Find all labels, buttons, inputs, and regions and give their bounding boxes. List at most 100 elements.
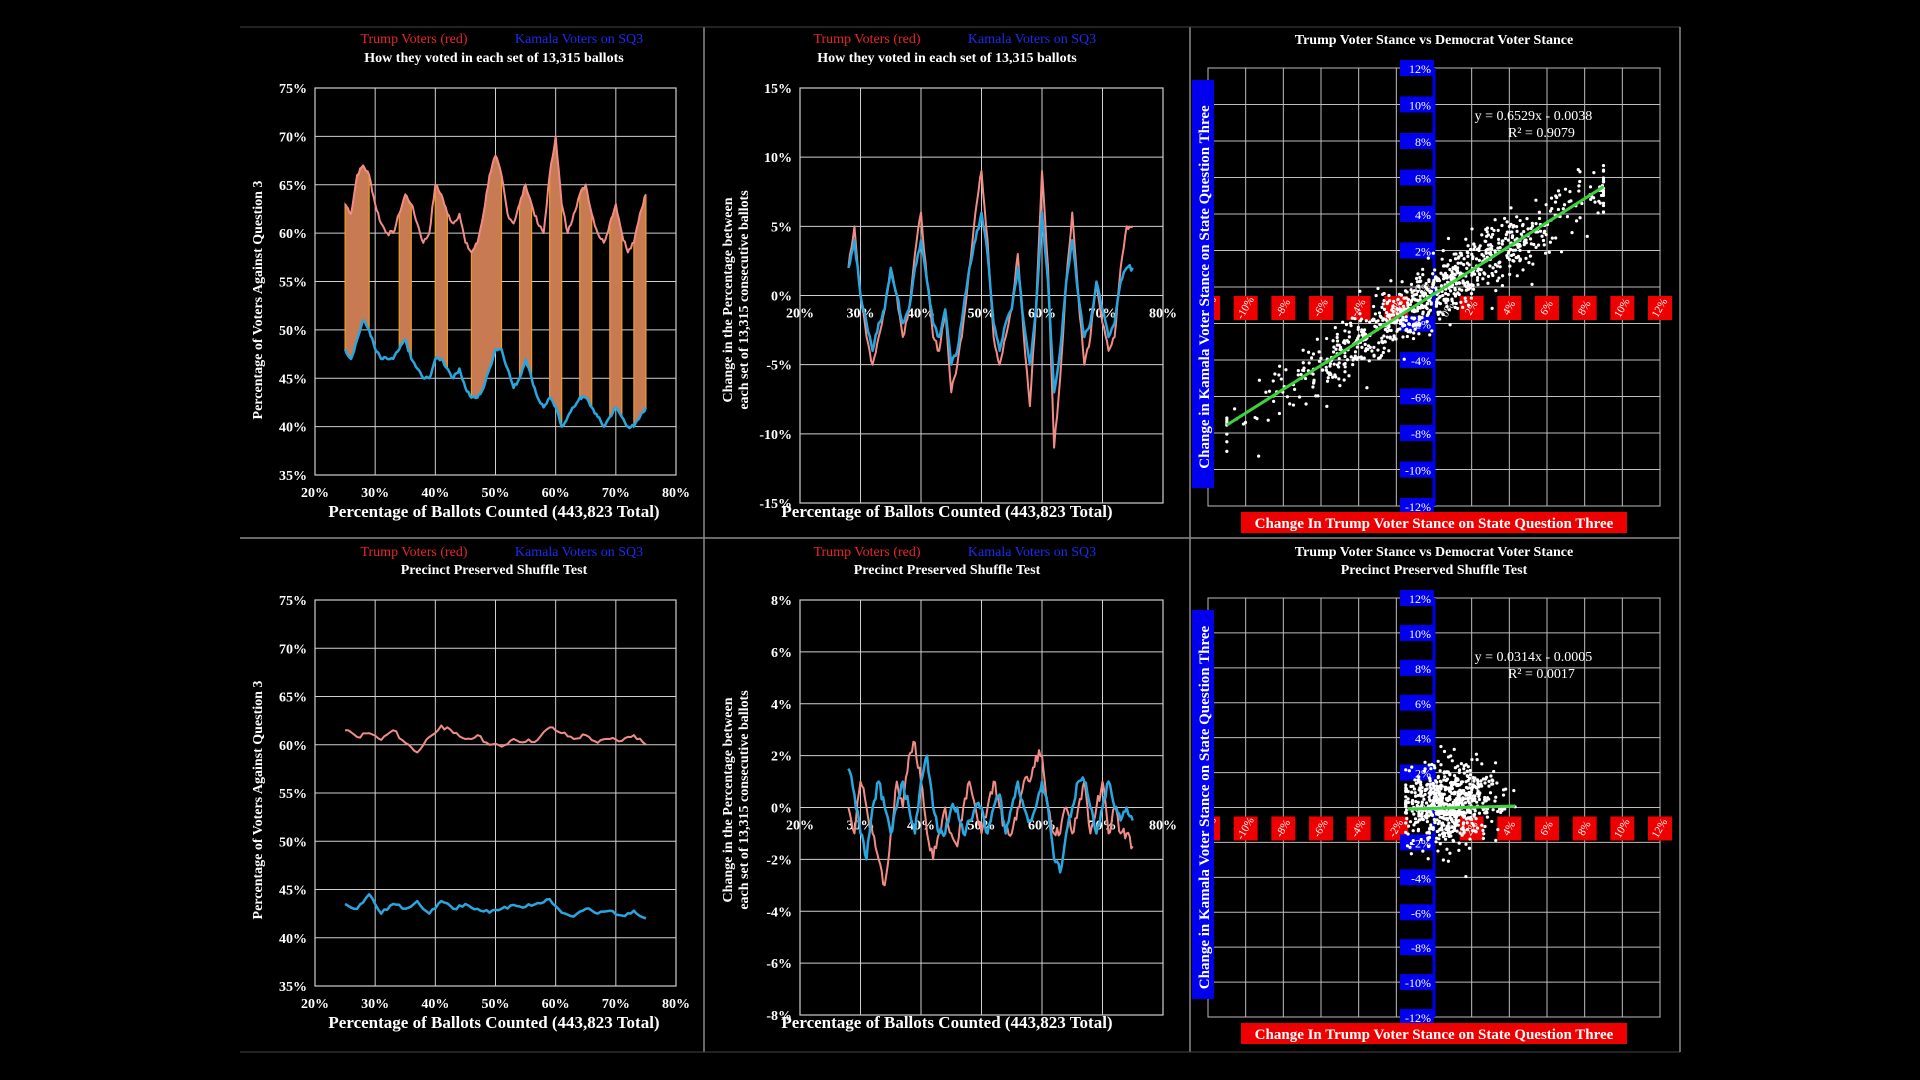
scatter-point [1548,240,1553,244]
scatter-point [1518,248,1522,252]
scatter-point [1456,794,1460,798]
x-axis-title-box [1241,1023,1627,1044]
scatter-point [1511,258,1515,263]
scatter-point [1475,791,1479,796]
scatter-point [1452,827,1456,831]
scatter-point [1559,250,1564,254]
scatter-point [1417,818,1421,822]
series-trump-line [847,740,1134,887]
scatter-point [1509,222,1513,226]
scatter-point [1495,781,1499,785]
scatter-point [1426,782,1430,786]
scatter-point [1489,774,1493,778]
scatter-point [1374,293,1378,298]
scatter-point [1382,346,1386,350]
scatter-point [1417,778,1421,782]
scatter-point [1497,241,1501,245]
plot-frame [799,87,1164,504]
scatter-point [1481,828,1485,833]
chart-title: How they voted in each set of 13,315 bal… [817,51,1077,66]
scatter-point [1377,311,1382,315]
scatter-point [1385,310,1389,315]
scatter-point [1465,769,1469,773]
scatter-point [1419,793,1423,797]
scatter-point [1404,783,1408,787]
scatter-point [1524,241,1528,245]
scatter-point [1450,284,1454,289]
chart-p4: Trump Voters (red) Kamala Voters on SQ3 Pr… [251,545,690,1032]
scatter-point [1419,837,1423,842]
scatter-point [1373,312,1377,316]
x-axis-label: Percentage of Ballots Counted (443,823 T… [328,1013,659,1032]
scatter-point [1495,264,1499,268]
scatter-point [1519,232,1524,236]
scatter-point [1398,301,1402,306]
y-tick-label: 6% [1415,697,1431,711]
y-axis-label: Change in Kamala Voter Stance on State Q… [1197,625,1213,989]
scatter-point [1462,831,1466,835]
scatter-point [1414,276,1419,281]
scatter-point [1388,335,1392,339]
scatter-point [1370,349,1374,353]
scatter-point [1449,811,1453,815]
scatter-point [1470,797,1474,801]
scatter-point [1480,762,1484,766]
scatter-point [1404,328,1408,332]
scatter-point [1459,762,1463,766]
scatter-point [1407,322,1411,326]
scatter-point [1475,247,1479,252]
scatter-point [1358,289,1362,293]
scatter-point [1301,361,1305,365]
scatter-point [1451,266,1455,270]
scatter-point [1376,286,1380,291]
y-tick-box [1400,352,1434,368]
scatter-point [1503,236,1508,241]
scatter-point [1496,809,1500,814]
scatter-point [1475,278,1480,282]
scatter-point [1453,814,1457,819]
scatter-point [1436,849,1440,853]
scatter-point [1456,291,1460,295]
scatter-point [1373,324,1377,328]
scatter-point [1540,234,1544,238]
scatter-point [1404,805,1408,809]
scatter-point [1456,764,1460,768]
scatter-point [1554,236,1558,240]
scatter-point [1453,780,1457,784]
y-tick-box [1400,624,1434,641]
scatter-point [1335,339,1340,343]
scatter-point [1490,271,1494,276]
scatter-point [1457,848,1461,853]
y-tick-label: 2% [1415,245,1431,259]
y-tick-label: 8% [771,594,792,609]
scatter-point [1468,773,1473,777]
scatter-point [1473,809,1477,813]
scatter-point [1273,372,1277,376]
scatter-point [1457,770,1461,775]
scatter-point [1457,809,1461,813]
scatter-point [1413,778,1417,782]
scatter-point [1291,403,1296,407]
scatter-point [1434,840,1438,844]
scatter-point [1359,355,1363,359]
x-tick-box [1497,816,1522,841]
x-tick-label: 80% [662,486,690,501]
scatter-point [1347,335,1351,339]
scatter-point [1448,851,1452,855]
y-tick-label: 6% [771,646,792,661]
scatter-point [1485,815,1489,819]
x-tick-label: 20% [301,486,329,501]
y-tick-box [1400,461,1434,478]
scatter-point [1438,317,1442,321]
scatter-point [1436,812,1441,816]
scatter-point [1443,837,1448,841]
scatter-point [1481,777,1485,781]
trend-line [1226,185,1605,427]
panel-frames [240,26,1681,1053]
scatter-point [1364,319,1368,323]
x-tick-box [1271,816,1296,841]
scatter-point [1485,230,1489,234]
scatter-point [1448,289,1453,293]
scatter-point [1460,780,1465,784]
scatter-point [1426,312,1431,316]
